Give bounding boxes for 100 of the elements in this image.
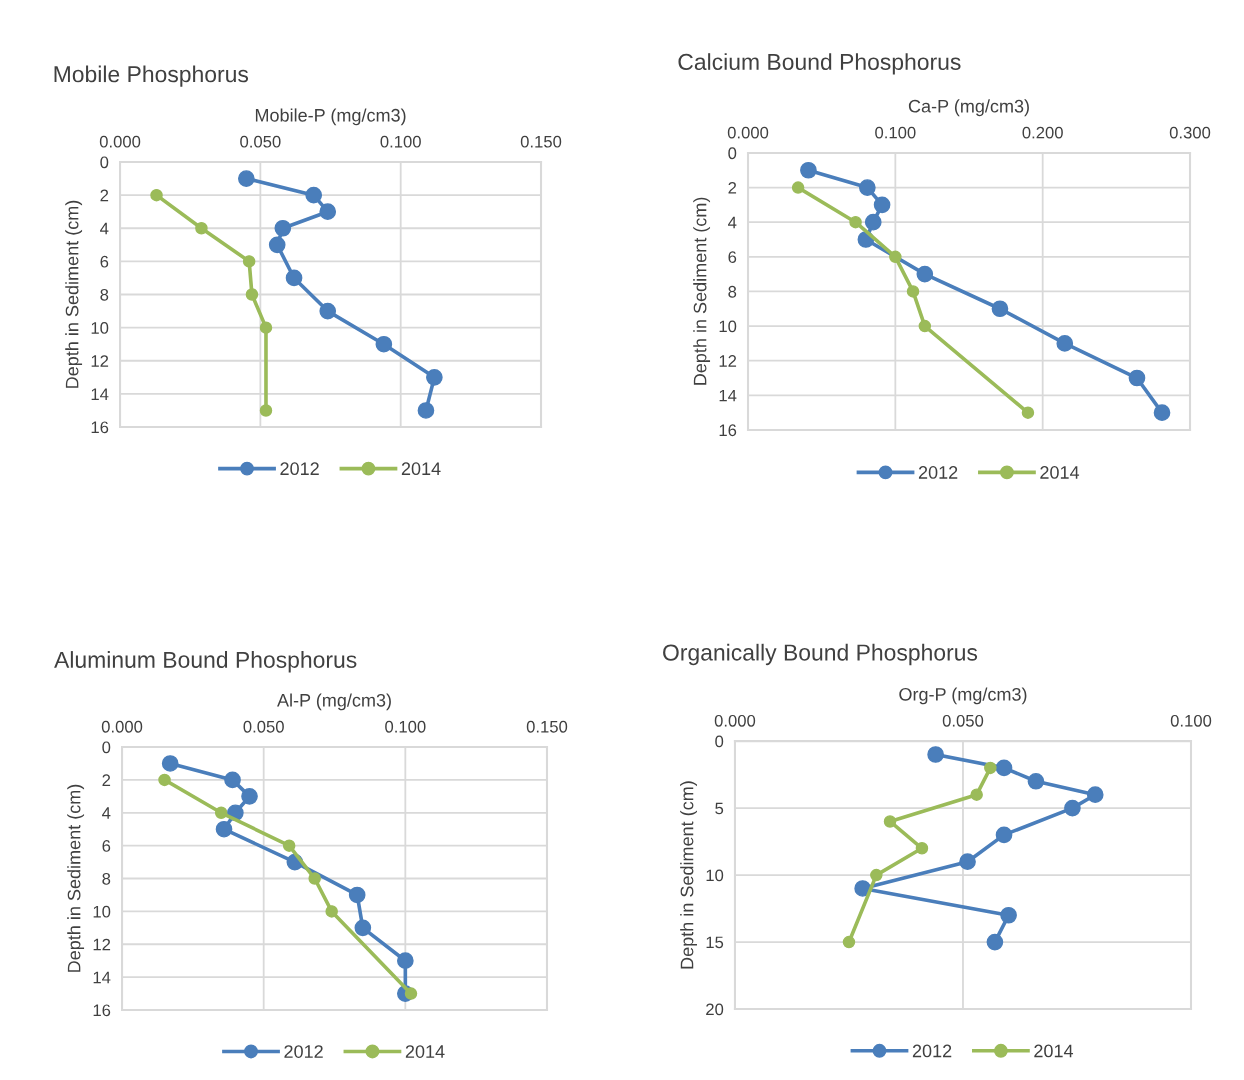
- point: [800, 161, 817, 179]
- point: [916, 265, 934, 283]
- x-tick-label: 0.050: [240, 135, 281, 148]
- y-tick-label: 2: [100, 189, 109, 202]
- y-tick-label: 0: [100, 156, 109, 169]
- point: [282, 839, 296, 852]
- point: [195, 222, 208, 235]
- x-tick-label: 0.000: [714, 714, 756, 727]
- y-tick-label: 16: [719, 424, 737, 437]
- y-tick-label: 10: [93, 905, 111, 918]
- y-tick-label: 10: [91, 322, 109, 334]
- y-axis-title: Depth in Sediment (cm): [680, 781, 697, 969]
- point: [970, 788, 983, 801]
- y-tick-label: 10: [706, 869, 724, 882]
- point: [1153, 404, 1171, 421]
- point: [915, 842, 929, 855]
- point: [354, 919, 372, 937]
- point: [150, 188, 163, 202]
- x-tick-label: 0.100: [1170, 714, 1212, 727]
- point: [259, 404, 273, 417]
- point: [995, 826, 1013, 844]
- point: [986, 933, 1004, 951]
- point: [426, 369, 443, 386]
- point: [849, 215, 862, 229]
- legend-label: 2012: [280, 462, 319, 476]
- y-tick-label: 10: [719, 320, 737, 333]
- x-tick-label: 0.000: [101, 720, 143, 733]
- point: [906, 285, 920, 298]
- y-tick-label: 0: [728, 147, 737, 160]
- y-tick-label: 14: [91, 388, 109, 400]
- legend-label: 2014: [1040, 466, 1080, 479]
- legend-label: 2014: [1034, 1044, 1074, 1058]
- point: [1086, 786, 1104, 804]
- legend-label: 2014: [401, 462, 441, 476]
- x-tick-label: 0.150: [526, 720, 568, 733]
- y-tick-label: 12: [719, 355, 737, 367]
- point: [274, 219, 292, 237]
- y-tick-label: 5: [715, 802, 724, 815]
- point: [215, 820, 233, 838]
- point: [1064, 799, 1081, 817]
- x-tick-label: 0.100: [385, 720, 426, 733]
- point: [242, 255, 256, 268]
- point: [245, 288, 259, 301]
- y-tick-label: 6: [100, 255, 109, 268]
- y-axis-title: Depth in Sediment (cm): [65, 200, 83, 388]
- y-tick-label: 8: [102, 872, 111, 885]
- point: [791, 181, 805, 194]
- y-tick-label: 4: [100, 222, 109, 235]
- point: [161, 755, 179, 772]
- point: [404, 987, 418, 1000]
- point: [842, 935, 856, 949]
- point: [268, 236, 286, 254]
- point: [1021, 406, 1035, 419]
- point: [859, 179, 876, 196]
- x-axis-title: Ca-P (mg/cm3): [908, 99, 1029, 117]
- y-tick-label: 12: [91, 355, 109, 367]
- y-tick-label: 0: [715, 735, 724, 748]
- y-tick-label: 2: [102, 774, 111, 786]
- y-tick-label: 4: [728, 216, 737, 229]
- point: [259, 321, 273, 334]
- chart-title: Calcium Bound Phosphorus: [678, 53, 961, 75]
- y-tick-label: 8: [728, 285, 737, 298]
- x-axis-title: Al-P (mg/cm3): [277, 693, 391, 711]
- x-tick-label: 0.050: [942, 714, 984, 727]
- point: [308, 872, 321, 885]
- point: [224, 771, 241, 789]
- chart-title: Organically Bound Phosphorus: [663, 643, 978, 666]
- x-tick-label: 0.300: [1169, 126, 1211, 139]
- x-tick-label: 0.050: [243, 720, 284, 733]
- point: [305, 186, 323, 204]
- y-tick-label: 8: [100, 288, 109, 301]
- y-tick-label: 16: [93, 1004, 111, 1017]
- point: [325, 905, 338, 918]
- y-axis-title: Depth in Sediment (cm): [693, 197, 711, 385]
- x-tick-label: 0.100: [380, 135, 421, 148]
- point: [1056, 335, 1074, 352]
- y-tick-label: 14: [719, 389, 737, 402]
- legend-label: 2012: [912, 1044, 952, 1058]
- point: [889, 250, 902, 264]
- point: [873, 196, 891, 214]
- y-tick-label: 16: [91, 421, 109, 434]
- y-tick-label: 0: [102, 741, 111, 754]
- y-tick-label: 14: [93, 971, 111, 984]
- point: [995, 759, 1013, 777]
- x-axis-title: Mobile-P (mg/cm3): [255, 108, 406, 126]
- point: [918, 319, 932, 333]
- point: [319, 203, 337, 221]
- point: [1000, 906, 1017, 924]
- point: [927, 746, 944, 763]
- chart-title: Mobile Phosphorus: [54, 65, 249, 87]
- y-tick-label: 12: [93, 938, 111, 951]
- point: [214, 806, 228, 820]
- x-tick-label: 0.000: [727, 126, 769, 139]
- point: [241, 788, 258, 805]
- legend-label: 2014: [405, 1045, 445, 1058]
- y-tick-label: 2: [728, 181, 737, 194]
- y-tick-label: 6: [728, 251, 737, 264]
- point: [1128, 369, 1146, 387]
- x-tick-label: 0.200: [1022, 126, 1063, 139]
- point: [285, 269, 303, 287]
